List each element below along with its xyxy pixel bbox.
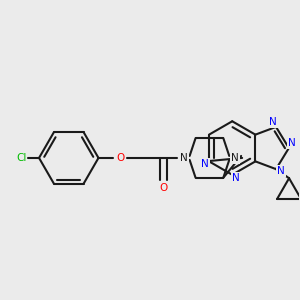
Text: N: N [288, 138, 296, 148]
Text: N: N [232, 173, 240, 183]
Text: N: N [201, 159, 209, 170]
Text: N: N [180, 153, 188, 163]
Text: O: O [160, 183, 168, 193]
Text: N: N [269, 117, 277, 127]
Text: N: N [277, 166, 285, 176]
Text: Cl: Cl [16, 153, 26, 163]
Text: O: O [116, 153, 124, 163]
Text: N: N [231, 153, 239, 163]
